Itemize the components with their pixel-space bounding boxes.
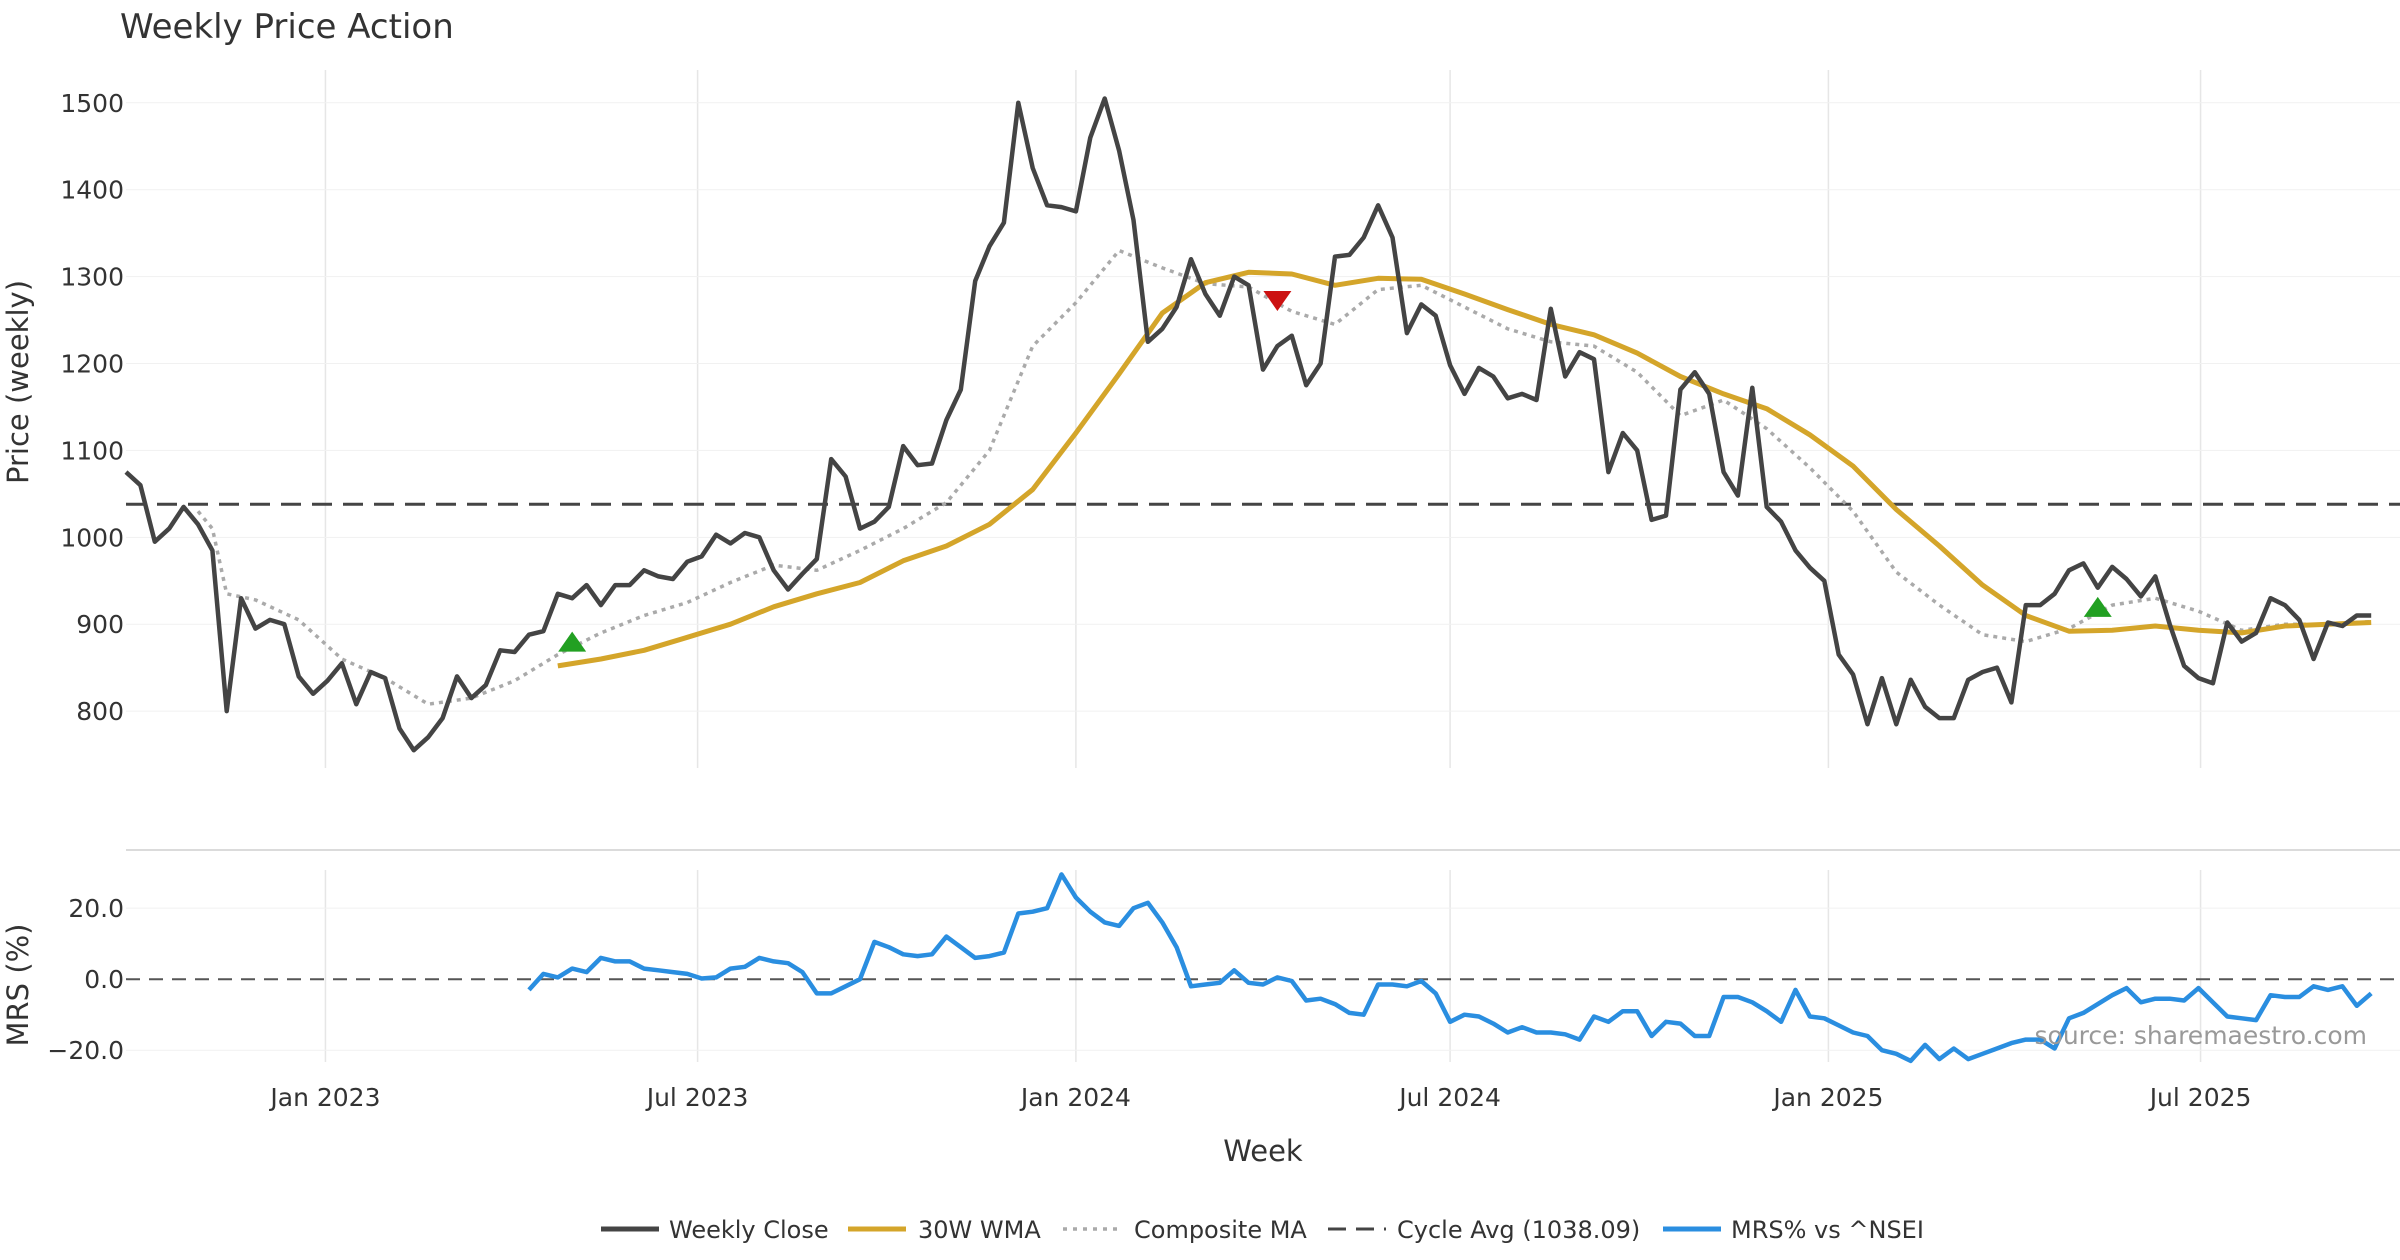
x-tick-label: Jul 2024: [1397, 1083, 1501, 1112]
source-note: source: sharemaestro.com: [2035, 1021, 2368, 1050]
legend-item: Cycle Avg (1038.09): [1328, 1216, 1640, 1244]
price-grid: [126, 70, 2400, 768]
mrs-y-tick-label: 0.0: [84, 965, 124, 994]
x-tick-label: Jul 2023: [645, 1083, 749, 1112]
sell-signal-marker: [1263, 290, 1292, 311]
mrs-y-tick-label: −20.0: [47, 1036, 124, 1065]
mrs-y-axis: 20.0 0.0 −20.0: [47, 894, 124, 1065]
mrs-grid: [126, 870, 2400, 1062]
price-y-tick-label: 900: [76, 610, 124, 639]
legend-item: Weekly Close: [601, 1216, 829, 1244]
price-y-tick-label: 1500: [60, 89, 124, 118]
wma-30w-line: [557, 269, 2372, 669]
buy-signal-marker: [558, 631, 587, 652]
price-y-label: Price (weekly): [1, 280, 35, 484]
mrs-y-tick-label: 20.0: [68, 894, 124, 923]
legend-label: MRS% vs ^NSEI: [1731, 1216, 1924, 1244]
legend-label: Weekly Close: [669, 1216, 829, 1244]
x-axis: Jan 2023 Jul 2023 Jan 2024 Jul 2024 Jan 2025…: [268, 1083, 2251, 1112]
price-y-tick-label: 1200: [60, 350, 124, 379]
mrs-y-label: MRS (%): [1, 924, 35, 1047]
x-tick-label: Jan 2025: [1771, 1083, 1883, 1112]
price-y-tick-label: 1100: [60, 436, 124, 465]
legend: Weekly Close 30W WMA Composite MA Cycle Avg…: [601, 1216, 1924, 1244]
x-tick-label: Jul 2025: [2148, 1083, 2252, 1112]
price-y-tick-label: 1300: [60, 263, 124, 292]
legend-item: Composite MA: [1063, 1216, 1307, 1244]
price-y-axis: 800 900 1000 1100 1200 1300 1400 1500: [60, 89, 124, 726]
legend-label: Cycle Avg (1038.09): [1397, 1216, 1640, 1244]
signal-markers: [558, 290, 2112, 652]
weekly-close-line: [124, 96, 2372, 753]
legend-label: Composite MA: [1134, 1216, 1307, 1244]
legend-item: MRS% vs ^NSEI: [1663, 1216, 1924, 1244]
buy-signal-marker: [2083, 596, 2112, 617]
x-axis-label: Week: [1223, 1134, 1303, 1168]
price-y-tick-label: 1000: [60, 523, 124, 552]
chart-title: Weekly Price Action: [120, 7, 454, 47]
legend-label: 30W WMA: [918, 1216, 1041, 1244]
mrs-line: [527, 872, 2373, 1064]
price-y-tick-label: 1400: [60, 176, 124, 205]
legend-item: 30W WMA: [848, 1216, 1041, 1244]
x-tick-label: Jan 2023: [268, 1083, 380, 1112]
price-y-tick-label: 800: [76, 697, 124, 726]
x-tick-label: Jan 2024: [1019, 1083, 1131, 1112]
